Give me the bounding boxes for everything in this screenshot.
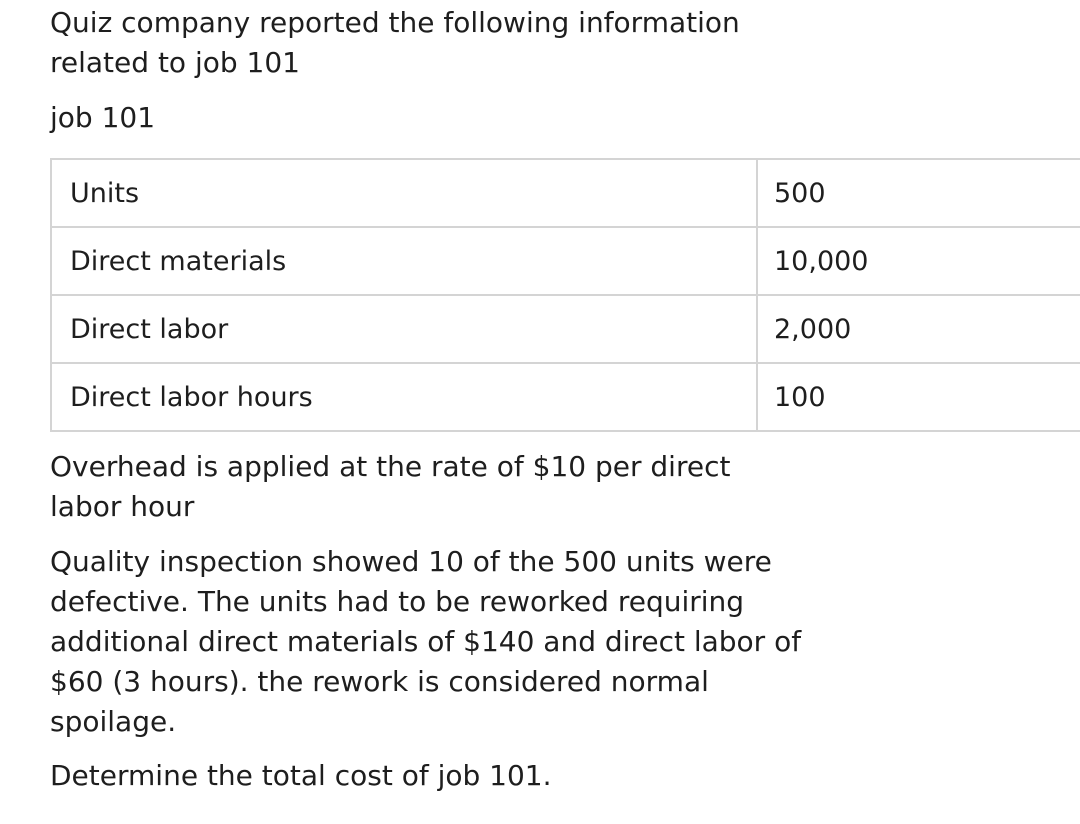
quality-paragraph: Quality inspection showed 10 of the 500 … [50,542,840,742]
row-label-direct-labor: Direct labor [50,295,758,364]
job-cost-table: Units 500 Direct materials 10,000 Direct… [50,158,1080,432]
question-text: Determine the total cost of job 101. [50,759,552,792]
overhead-line-1: Overhead is applied at the rate of $10 p… [50,450,731,483]
row-value-direct-labor: 2,000 [757,295,1080,364]
quality-line-3: additional direct materials of $140 and … [50,625,802,658]
overhead-line-2: labor hour [50,490,195,523]
quality-line-1: Quality inspection showed 10 of the 500 … [50,545,772,578]
intro-line-2: related to job 101 [50,46,300,79]
row-label-units: Units [50,159,758,228]
intro-paragraph: Quiz company reported the following info… [50,3,810,83]
quality-line-4: $60 (3 hours). the rework is considered … [50,665,709,698]
row-label-direct-labor-hours: Direct labor hours [50,363,758,432]
row-value-units: 500 [757,159,1080,228]
table-row: Direct materials 10,000 [50,227,1080,296]
table-row: Direct labor 2,000 [50,295,1080,364]
row-value-direct-labor-hours: 100 [757,363,1080,432]
overhead-paragraph: Overhead is applied at the rate of $10 p… [50,447,780,527]
quality-line-2: defective. The units had to be reworked … [50,585,745,618]
quality-line-5: spoilage. [50,705,177,738]
row-value-direct-materials: 10,000 [757,227,1080,296]
row-label-direct-materials: Direct materials [50,227,758,296]
intro-line-1: Quiz company reported the following info… [50,6,740,39]
job-label: job 101 [50,101,156,134]
table-row: Direct labor hours 100 [50,363,1080,432]
table-row: Units 500 [50,159,1080,228]
